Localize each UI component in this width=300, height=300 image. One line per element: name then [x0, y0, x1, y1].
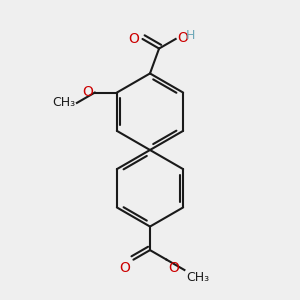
Text: H: H	[186, 29, 195, 42]
Text: O: O	[177, 32, 188, 45]
Text: O: O	[129, 32, 140, 46]
Text: O: O	[120, 261, 130, 275]
Text: O: O	[82, 85, 93, 99]
Text: CH₃: CH₃	[52, 96, 75, 110]
Text: O: O	[168, 261, 179, 275]
Text: CH₃: CH₃	[186, 272, 209, 284]
